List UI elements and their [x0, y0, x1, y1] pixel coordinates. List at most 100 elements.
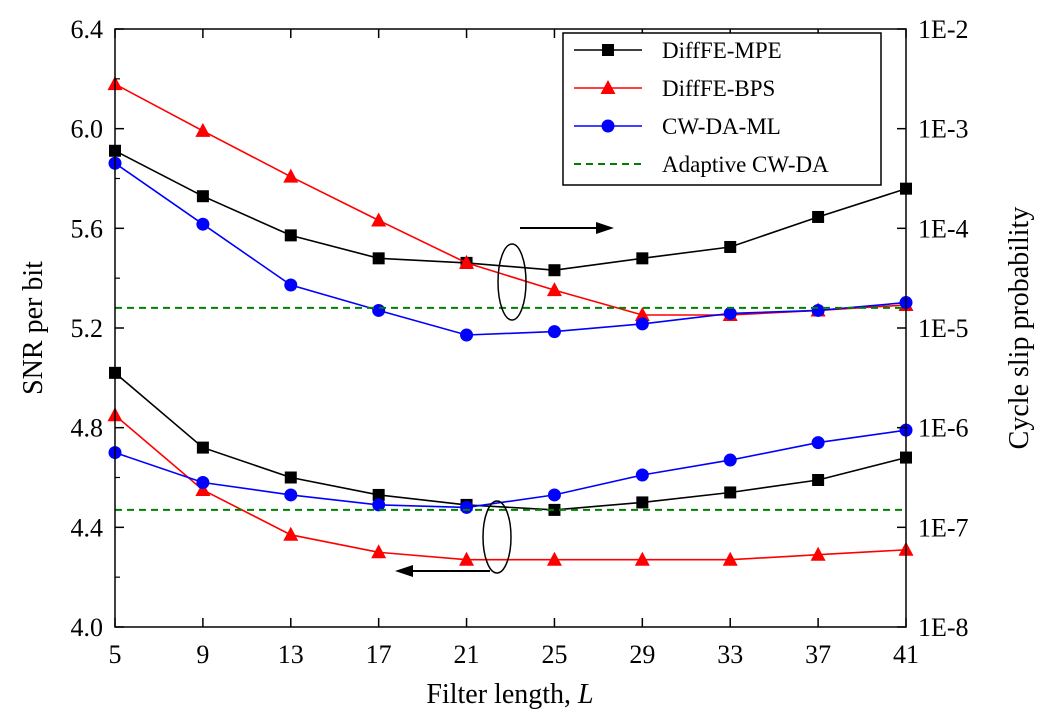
right-axis-arrow-head — [596, 222, 614, 234]
data-point-cw-da-ml-right — [196, 217, 210, 231]
y-axis-title-left: SNR per bit — [18, 261, 49, 395]
x-tick-label: 13 — [278, 640, 304, 669]
data-point-difffe-mpe-right — [284, 229, 297, 242]
x-axis-title: Filter length, L — [426, 679, 593, 710]
legend-box — [562, 32, 882, 186]
x-tick-label: 17 — [366, 640, 392, 669]
data-point-difffe-bps-left — [371, 544, 387, 559]
series-line-difffe-bps-left — [114, 414, 907, 561]
data-point-cw-da-ml-left — [811, 436, 825, 450]
y-tick-label-right: 1E-4 — [918, 214, 969, 243]
y-tick-label-left: 6.4 — [71, 15, 104, 44]
x-tick-label: 9 — [196, 640, 209, 669]
data-point-difffe-mpe-right — [724, 240, 737, 253]
legend-marker — [602, 44, 614, 56]
data-point-cw-da-ml-left — [547, 488, 561, 502]
y-tick-label-left: 4.4 — [71, 513, 104, 542]
x-tick-label: 21 — [454, 640, 480, 669]
legend-label: DiffFE-BPS — [662, 76, 775, 101]
data-point-difffe-bps-left — [459, 551, 475, 566]
x-tick-label: 33 — [717, 640, 743, 669]
data-point-difffe-mpe-left — [548, 503, 561, 516]
y-tick-label-right: 1E-5 — [918, 314, 969, 343]
y-axis-title-right: Cycle slip probability — [1004, 207, 1035, 450]
series-cw-da-ml-left — [108, 423, 913, 514]
y-tick-label-right: 1E-8 — [918, 613, 969, 642]
data-point-difffe-bps-left — [283, 526, 299, 541]
x-tick-label: 37 — [805, 640, 831, 669]
data-point-cw-da-ml-left — [284, 488, 298, 502]
y-tick-label-left: 4.8 — [71, 414, 104, 443]
legend-label: DiffFE-MPE — [662, 38, 782, 63]
x-tick-label: 25 — [541, 640, 567, 669]
annotations — [395, 222, 614, 577]
series-line-difffe-mpe-right — [114, 150, 907, 272]
data-point-cw-da-ml-right — [811, 303, 825, 317]
y-tick-label-left: 5.6 — [71, 214, 104, 243]
y-tick-label-left: 6.0 — [71, 115, 104, 144]
legend-item-cw-da-ml: CW-DA-ML — [574, 114, 781, 139]
x-tick-label: 29 — [629, 640, 655, 669]
data-point-difffe-mpe-right — [372, 252, 385, 265]
data-point-difffe-mpe-left — [284, 471, 297, 484]
series-difffe-bps-left — [107, 407, 914, 566]
data-point-cw-da-ml-left — [723, 453, 737, 467]
data-point-difffe-bps-left — [722, 551, 738, 566]
ticks-layer: 5 9 13 17 21 25 29 33 37 41 4.0 4.4 4.8 5.2 5.6 6.0 6.4 1… — [71, 15, 969, 669]
left-axis-arrow-head — [395, 565, 413, 577]
y-tick-label-right: 1E-3 — [918, 115, 969, 144]
data-point-difffe-mpe-left — [636, 496, 649, 509]
y-tick-label-left: 4.0 — [71, 613, 104, 642]
y-tick-label-right: 1E-6 — [918, 414, 969, 443]
data-point-difffe-bps-right — [459, 254, 475, 269]
data-point-difffe-bps-left — [546, 551, 562, 566]
data-point-difffe-mpe-right — [196, 190, 209, 203]
data-point-difffe-mpe-right — [548, 264, 561, 277]
legend-item-adaptive-cw-da: Adaptive CW-DA — [574, 152, 829, 177]
data-point-difffe-mpe-left — [724, 486, 737, 499]
data-point-difffe-mpe-right — [812, 210, 825, 223]
legend-item-difffe-bps: DiffFE-BPS — [574, 76, 775, 101]
data-point-difffe-mpe-right — [636, 252, 649, 265]
series-line-difffe-mpe-left — [114, 372, 907, 511]
data-point-difffe-mpe-left — [196, 441, 209, 454]
data-point-cw-da-ml-left — [196, 475, 210, 489]
legend-marker — [600, 80, 616, 94]
data-point-cw-da-ml-right — [460, 328, 474, 342]
data-point-cw-da-ml-right — [284, 278, 298, 292]
data-point-difffe-bps-right — [195, 122, 211, 137]
data-point-difffe-bps-left — [634, 551, 650, 566]
data-point-difffe-mpe-left — [812, 473, 825, 486]
y-tick-label-right: 1E-2 — [918, 15, 969, 44]
data-point-difffe-bps-right — [283, 168, 299, 183]
lower-group-ellipse — [482, 500, 512, 574]
data-point-cw-da-ml-right — [547, 325, 561, 339]
data-point-cw-da-ml-left — [372, 498, 386, 512]
data-point-difffe-bps-right — [634, 307, 650, 322]
series-line-cw-da-ml-left — [114, 429, 907, 509]
series-layer — [107, 76, 914, 566]
y-tick-label-left: 5.2 — [71, 314, 104, 343]
legend-label: Adaptive CW-DA — [662, 152, 829, 177]
legend-item-difffe-mpe: DiffFE-MPE — [574, 38, 782, 63]
x-tick-label: 41 — [893, 640, 919, 669]
series-difffe-mpe-right — [109, 144, 912, 277]
data-point-cw-da-ml-left — [635, 468, 649, 482]
data-point-difffe-bps-left — [810, 546, 826, 561]
legend: DiffFE-MPE DiffFE-BPS CW-DA-ML Adaptive CW-… — [562, 32, 882, 186]
data-point-difffe-mpe-left — [372, 488, 385, 501]
data-point-difffe-bps-right — [371, 212, 387, 227]
legend-marker — [601, 119, 615, 133]
data-point-cw-da-ml-left — [460, 500, 474, 514]
series-line-cw-da-ml-right — [114, 162, 907, 336]
legend-label: CW-DA-ML — [662, 114, 781, 139]
data-point-cw-da-ml-right — [723, 306, 737, 320]
data-point-cw-da-ml-right — [635, 317, 649, 331]
y-tick-label-right: 1E-7 — [918, 513, 969, 542]
x-tick-label: 5 — [109, 640, 122, 669]
data-point-cw-da-ml-right — [372, 303, 386, 317]
series-difffe-mpe-left — [109, 366, 912, 516]
upper-group-ellipse — [497, 243, 527, 321]
data-point-difffe-bps-right — [546, 282, 562, 297]
